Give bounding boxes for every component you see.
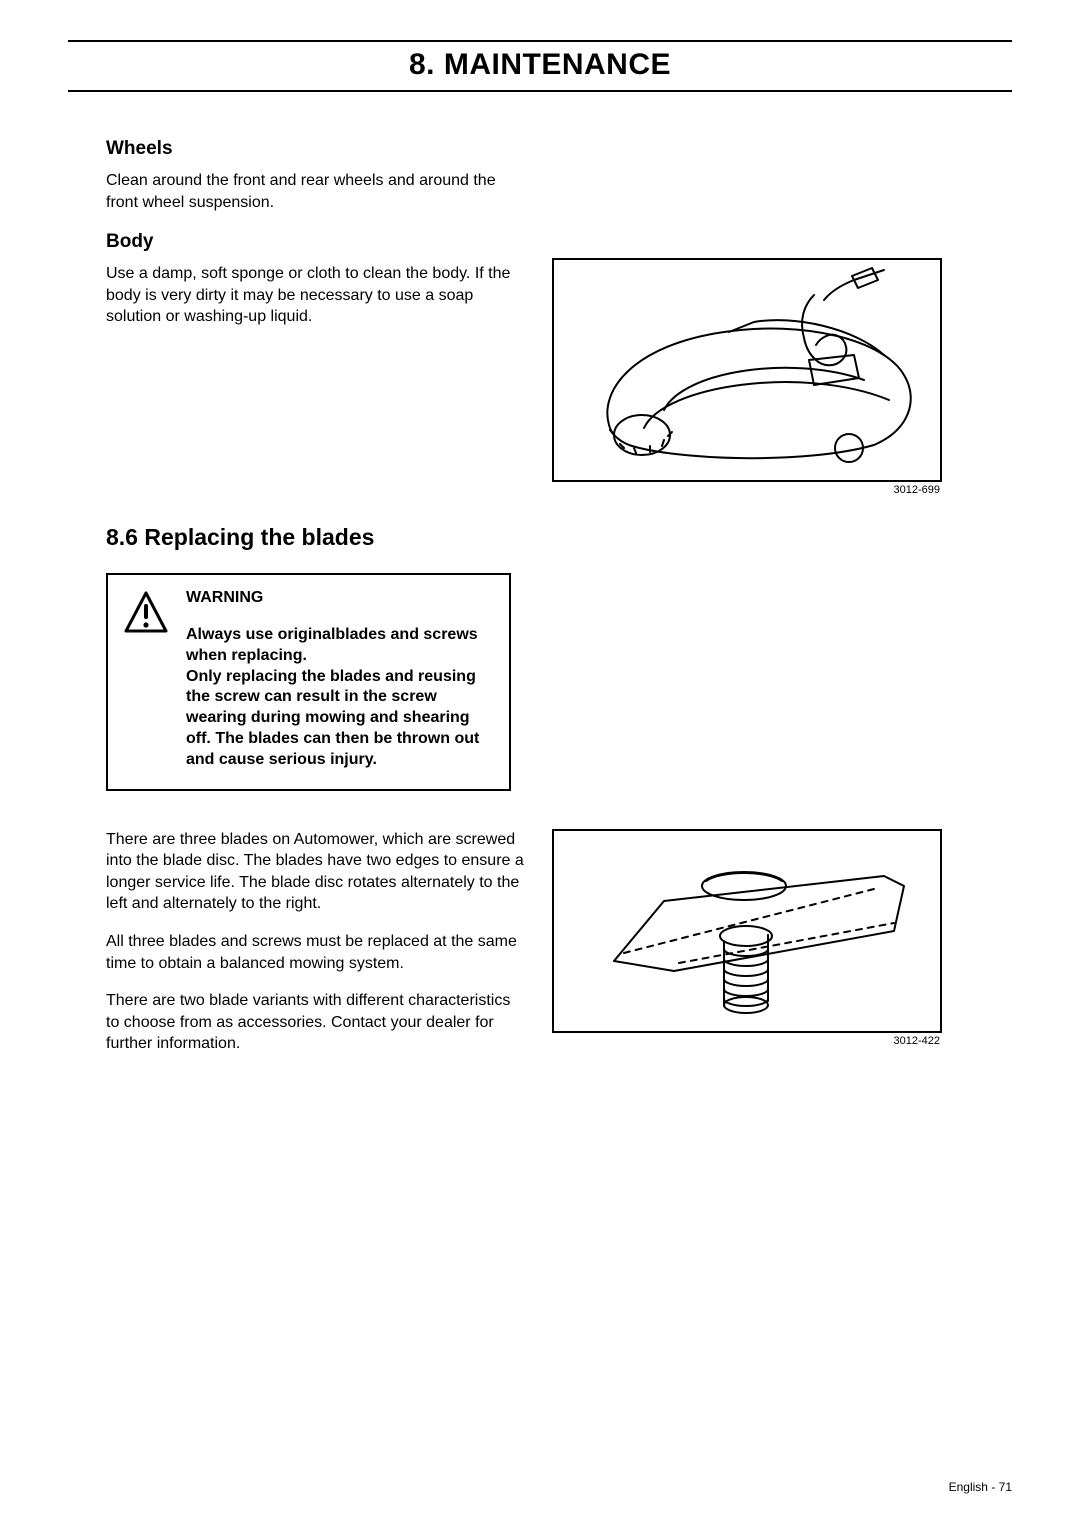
col-right-blades: 3012-422	[552, 829, 942, 1071]
figure-mower	[552, 258, 942, 482]
chapter-title: 8. MAINTENANCE	[68, 40, 1012, 92]
col-left: Wheels Clean around the front and rear w…	[106, 138, 526, 496]
content: Wheels Clean around the front and rear w…	[68, 138, 1012, 1071]
row-blades: There are three blades on Automower, whi…	[106, 829, 1012, 1071]
blades-p3: There are two blade variants with differ…	[106, 990, 526, 1055]
warning-body: Always use originalblades and screws whe…	[186, 625, 491, 771]
blade-illustration	[554, 831, 944, 1031]
figure-blade	[552, 829, 942, 1033]
text-body: Use a damp, soft sponge or cloth to clea…	[106, 263, 526, 328]
row-body-figure: Wheels Clean around the front and rear w…	[106, 138, 1012, 496]
warning-title: WARNING	[186, 589, 491, 607]
figure-mower-ref: 3012-699	[552, 482, 942, 496]
blades-p2: All three blades and screws must be repl…	[106, 931, 526, 974]
text-wheels: Clean around the front and rear wheels a…	[106, 170, 526, 213]
heading-body: Body	[106, 231, 526, 253]
warning-text: WARNING Always use originalblades and sc…	[186, 589, 491, 771]
warning-icon	[122, 589, 170, 771]
page-footer: English - 71	[949, 1480, 1012, 1494]
heading-wheels: Wheels	[106, 138, 526, 160]
col-left-blades: There are three blades on Automower, whi…	[106, 829, 526, 1071]
figure-blade-ref: 3012-422	[552, 1033, 942, 1047]
heading-replacing-blades: 8.6 Replacing the blades	[106, 524, 1012, 551]
col-right: 3012-699	[552, 138, 942, 496]
page: 8. MAINTENANCE Wheels Clean around the f…	[0, 0, 1080, 1528]
warning-box: WARNING Always use originalblades and sc…	[106, 573, 511, 791]
mower-illustration	[554, 260, 944, 480]
blades-p1: There are three blades on Automower, whi…	[106, 829, 526, 915]
